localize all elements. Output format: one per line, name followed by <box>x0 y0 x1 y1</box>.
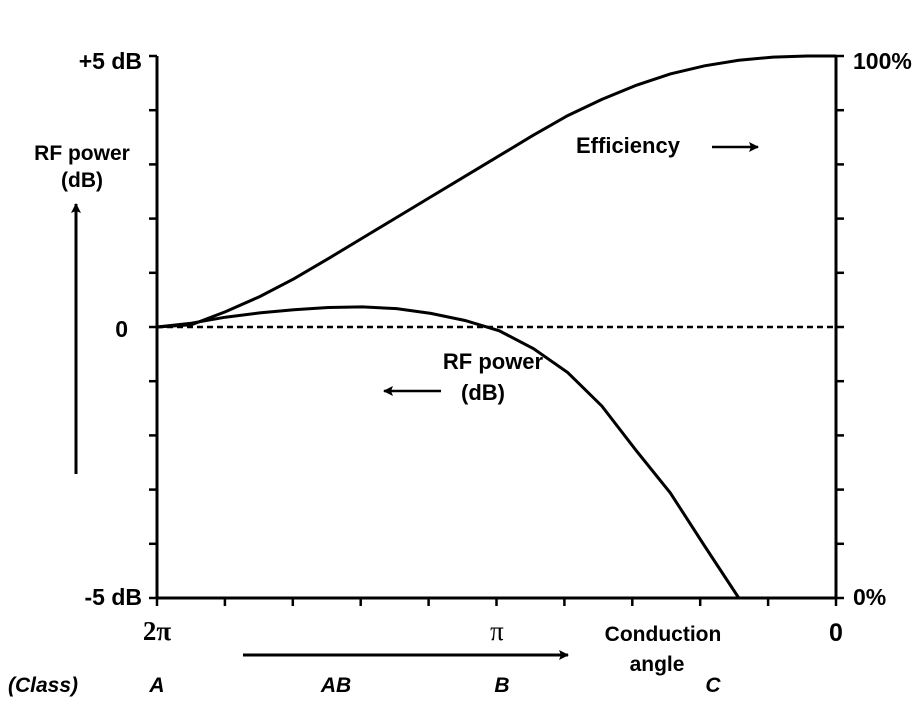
efficiency-series-line <box>156 54 836 329</box>
rf-power-annotation-line2: (dB) <box>461 380 505 405</box>
bottom-ticks <box>155 598 838 606</box>
class-heading: (Class) <box>8 674 78 697</box>
class-b: B <box>494 674 509 697</box>
class-a: A <box>148 674 164 697</box>
y-left-label-bottom: -5 dB <box>85 584 143 610</box>
x-title-line2: angle <box>630 653 685 676</box>
efficiency-annotation: Efficiency <box>576 133 681 158</box>
class-c: C <box>705 674 721 697</box>
left-ticks <box>149 54 157 600</box>
y-left-label-zero: 0 <box>115 316 128 342</box>
rf-power-series-line <box>156 305 741 599</box>
class-ab: AB <box>320 674 351 697</box>
y-left-title-line1: RF power <box>34 142 130 165</box>
y-left-title-line2: (dB) <box>61 169 103 192</box>
y-left-label-top: +5 dB <box>79 48 142 74</box>
rf-power-annotation-line1: RF power <box>443 349 544 374</box>
y-right-label-top: 100% <box>853 48 912 74</box>
right-ticks <box>836 54 844 600</box>
x-label-pi: π <box>490 616 504 646</box>
x-label-2pi: 2π <box>143 616 172 646</box>
x-label-zero: 0 <box>829 619 843 647</box>
y-right-label-bottom: 0% <box>853 584 886 610</box>
x-title-line1: Conduction <box>605 623 722 646</box>
